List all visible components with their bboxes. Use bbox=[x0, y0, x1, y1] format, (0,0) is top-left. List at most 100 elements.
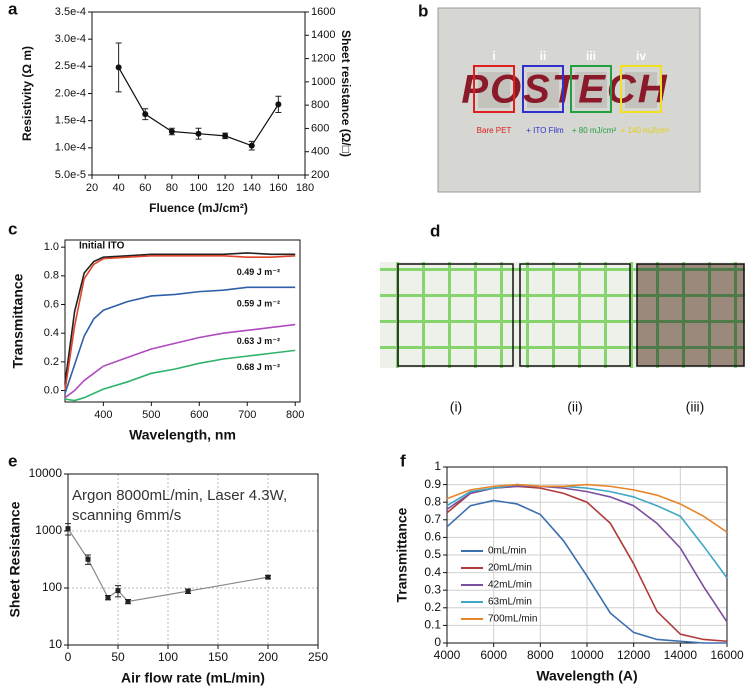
y-tick-label: 100 bbox=[42, 580, 62, 594]
x-tick-label: 20 bbox=[86, 182, 98, 194]
legend-label: 63mL/min bbox=[488, 597, 532, 608]
y2-axis-label: Sheet resistance (Ω/□) bbox=[339, 30, 353, 157]
box bbox=[473, 65, 515, 113]
box bbox=[620, 65, 662, 113]
y-tick-label: 10000 bbox=[29, 466, 63, 480]
line bbox=[64, 254, 296, 391]
point bbox=[248, 142, 255, 149]
y2-tick-label: 1200 bbox=[311, 52, 335, 64]
x-axis-label: Fluence (mJ/cm²) bbox=[149, 201, 248, 215]
y-tick-label: 1.0 bbox=[44, 241, 59, 253]
annotation: scanning 6mm/s bbox=[72, 507, 181, 524]
y-tick-label: 0.3 bbox=[424, 582, 441, 596]
x-tick-label: 800 bbox=[286, 409, 304, 421]
x-tick-label: 150 bbox=[208, 650, 228, 664]
plot-frame bbox=[64, 239, 301, 403]
x-axis-label: Air flow rate (mL/min) bbox=[121, 670, 265, 686]
panel-label: d bbox=[430, 221, 440, 240]
y-tick-label: 0.8 bbox=[424, 494, 441, 508]
x-tick-label: 16000 bbox=[710, 648, 744, 662]
photo-frame bbox=[437, 7, 701, 193]
sample-caption: + 140 mJ/cm² bbox=[621, 126, 670, 135]
x-tick-label: 40 bbox=[113, 182, 125, 194]
y-tick-label: 0.6 bbox=[424, 530, 441, 544]
point bbox=[85, 556, 91, 562]
y-tick-label: 0.8 bbox=[44, 270, 59, 282]
point bbox=[65, 526, 71, 532]
panel-label: b bbox=[418, 1, 428, 20]
sample bbox=[527, 72, 559, 108]
line bbox=[446, 483, 728, 579]
legend-label: 42mL/min bbox=[488, 580, 532, 591]
frame bbox=[636, 263, 745, 367]
x-tick-label: 250 bbox=[308, 650, 328, 664]
x-tick-label: 8000 bbox=[527, 648, 554, 662]
y-tick-label: 0.2 bbox=[424, 600, 441, 614]
caption: (ii) bbox=[567, 399, 583, 415]
x-tick-label: 0 bbox=[65, 650, 72, 664]
line bbox=[64, 252, 296, 384]
frame bbox=[519, 263, 631, 367]
point bbox=[142, 111, 149, 118]
y-tick-label: 0.4 bbox=[424, 565, 441, 579]
y-tick-label: 5.0e-5 bbox=[55, 169, 86, 181]
y2-tick-label: 600 bbox=[311, 122, 329, 134]
point bbox=[125, 598, 131, 604]
y-axis-label: Transmittance bbox=[10, 273, 26, 368]
point bbox=[275, 101, 282, 108]
point bbox=[195, 130, 202, 137]
y-tick-label: 0.7 bbox=[424, 512, 441, 526]
y-tick-label: 1 bbox=[434, 459, 441, 473]
line bbox=[64, 349, 296, 402]
x-tick-label: 60 bbox=[139, 182, 151, 194]
x-tick-label: 100 bbox=[189, 182, 207, 194]
x-tick-label: 120 bbox=[216, 182, 234, 194]
x-axis-label: Wavelength, nm bbox=[129, 427, 236, 443]
series-label: 0.59 J m⁻² bbox=[237, 299, 280, 309]
y-axis-label: Resistivity (Ω m) bbox=[20, 46, 34, 141]
y-tick-label: 2.5e-4 bbox=[55, 60, 86, 72]
sample bbox=[575, 72, 607, 108]
series-label: 0.49 J m⁻² bbox=[237, 267, 280, 277]
sample-label: iii bbox=[586, 49, 596, 63]
x-tick-label: 180 bbox=[296, 182, 314, 194]
logo: POSTECH bbox=[461, 68, 668, 112]
x-tick-label: 12000 bbox=[617, 648, 651, 662]
plot-frame bbox=[91, 11, 306, 176]
point bbox=[265, 574, 271, 580]
panel-label: e bbox=[8, 451, 17, 470]
legend-label: 0mL/min bbox=[488, 546, 526, 557]
legend-label: 700mL/min bbox=[488, 614, 537, 625]
box bbox=[570, 65, 612, 113]
x-axis-label: Wavelength (A) bbox=[536, 668, 637, 684]
point bbox=[185, 588, 191, 594]
x-tick-label: 80 bbox=[166, 182, 178, 194]
caption: (i) bbox=[450, 399, 462, 415]
sample-caption: + ITO Film bbox=[526, 126, 564, 135]
point bbox=[115, 64, 122, 71]
panel-label: c bbox=[8, 219, 17, 238]
x-tick-label: 600 bbox=[190, 409, 208, 421]
y-tick-label: 0.2 bbox=[44, 356, 59, 368]
y-tick-label: 0.9 bbox=[424, 477, 441, 491]
series-label: 0.63 J m⁻² bbox=[237, 336, 280, 346]
line bbox=[446, 499, 727, 644]
y-tick-label: 0.5 bbox=[424, 547, 441, 561]
y-tick-label: 1000 bbox=[35, 523, 62, 537]
y-tick-label: 0.4 bbox=[44, 327, 59, 339]
x-tick-label: 700 bbox=[238, 409, 256, 421]
y2-tick-label: 1400 bbox=[311, 29, 335, 41]
x-tick-label: 400 bbox=[94, 409, 112, 421]
legend-label: 20mL/min bbox=[488, 563, 532, 574]
y2-tick-label: 200 bbox=[311, 169, 329, 181]
y2-tick-label: 400 bbox=[311, 146, 329, 158]
sample-caption: + 80 mJ/cm² bbox=[572, 126, 617, 135]
y-tick-label: 3.5e-4 bbox=[55, 6, 86, 18]
frame bbox=[397, 263, 514, 367]
x-tick-label: 500 bbox=[142, 409, 160, 421]
x-tick-label: 6000 bbox=[480, 648, 507, 662]
series-label: 0.68 J m⁻² bbox=[237, 362, 280, 372]
sample bbox=[625, 72, 657, 108]
y2-tick-label: 1000 bbox=[311, 76, 335, 88]
panel-b: b POSTECH i ii iii iv Bare PET + ITO Fil… bbox=[418, 1, 701, 193]
